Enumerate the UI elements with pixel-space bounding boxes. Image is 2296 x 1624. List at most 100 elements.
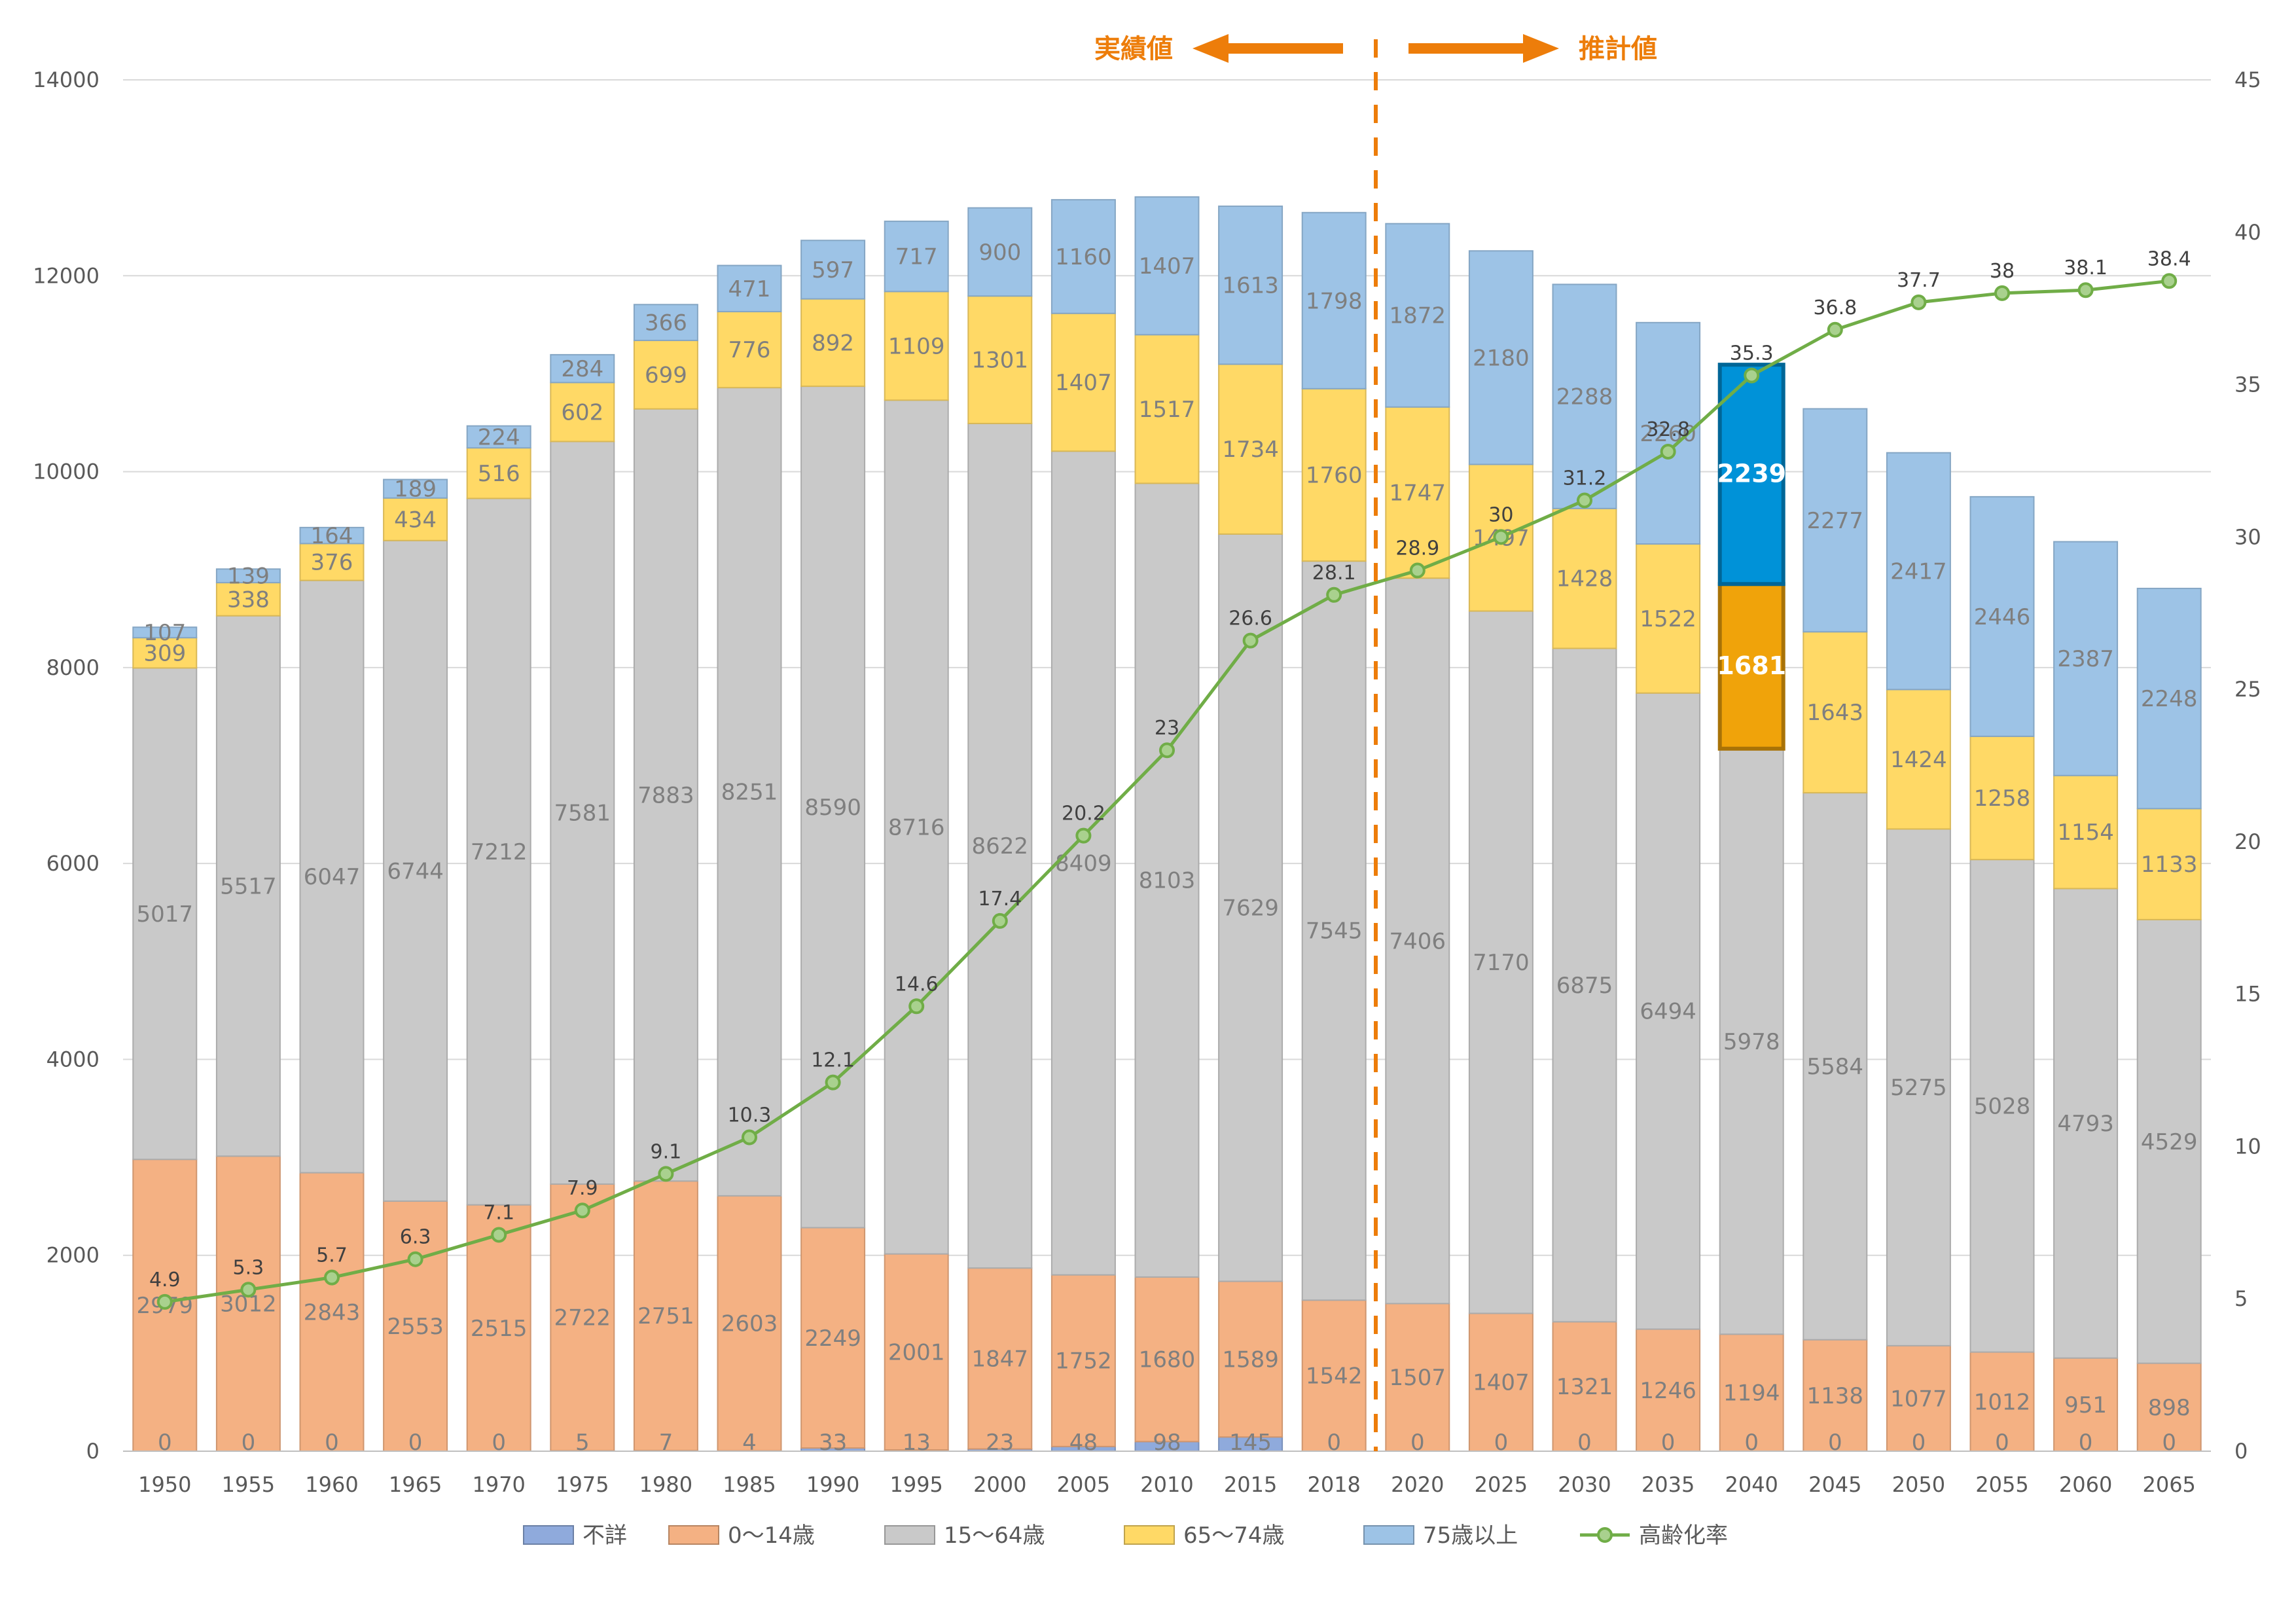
line-point bbox=[1744, 367, 1760, 384]
line-data-label: 30 bbox=[1488, 503, 1513, 526]
data-label: 2515 bbox=[471, 1316, 528, 1342]
bar-segment bbox=[132, 667, 198, 1161]
bar-segment bbox=[1134, 482, 1200, 1278]
bar-segment bbox=[1050, 199, 1116, 314]
x-tick-label: 2040 bbox=[1725, 1472, 1778, 1497]
data-label: 0 bbox=[158, 1430, 172, 1456]
data-label: 900 bbox=[978, 240, 1021, 266]
line-point bbox=[1493, 529, 1509, 545]
line-point bbox=[992, 912, 1008, 929]
data-label: 0 bbox=[1410, 1430, 1425, 1456]
line-data-label: 23 bbox=[1155, 717, 1179, 740]
bar-segment bbox=[299, 543, 365, 581]
bar-segment bbox=[466, 1204, 531, 1452]
data-label: 1424 bbox=[1890, 747, 1947, 773]
legend-label: 不詳 bbox=[583, 1523, 627, 1549]
bar-segment bbox=[550, 353, 615, 384]
bar-segment bbox=[633, 304, 698, 342]
legend-label: 0〜14歳 bbox=[728, 1523, 815, 1549]
bar-segment bbox=[717, 311, 782, 389]
data-label: 434 bbox=[394, 507, 437, 533]
data-label: 0 bbox=[2162, 1430, 2176, 1456]
line-point bbox=[240, 1282, 257, 1298]
data-label: 0 bbox=[1577, 1430, 1592, 1456]
data-label: 4529 bbox=[2141, 1129, 2198, 1155]
line-point bbox=[491, 1227, 507, 1243]
bar-segment bbox=[299, 526, 365, 545]
data-label: 8590 bbox=[804, 795, 861, 821]
data-label: 7170 bbox=[1473, 950, 1530, 976]
legend-line-marker bbox=[1597, 1527, 1613, 1543]
actual-values-label: 実績値 bbox=[1094, 34, 1173, 64]
data-label: 2001 bbox=[888, 1339, 945, 1365]
x-tick-label: 2035 bbox=[1641, 1472, 1695, 1497]
bar-segment bbox=[800, 240, 866, 300]
line-point bbox=[156, 1293, 173, 1310]
period-annotation: 実績値 推計値 bbox=[1094, 34, 1657, 1451]
line-data-label: 38.4 bbox=[2147, 247, 2191, 270]
bar-segment bbox=[1719, 1333, 1784, 1452]
line-data-label: 7.1 bbox=[483, 1201, 514, 1224]
data-label: 5275 bbox=[1890, 1075, 1947, 1101]
y-left-tick-label: 2000 bbox=[46, 1243, 99, 1268]
data-label: 107 bbox=[143, 620, 186, 646]
data-label: 1798 bbox=[1306, 288, 1363, 314]
data-label: 471 bbox=[728, 276, 771, 302]
data-label: 1613 bbox=[1222, 273, 1279, 299]
data-label: 1194 bbox=[1723, 1380, 1780, 1407]
bar-segment bbox=[1803, 792, 1868, 1341]
bar-segment bbox=[383, 1200, 448, 1452]
data-label: 597 bbox=[812, 257, 854, 283]
bar-segment bbox=[800, 1227, 866, 1449]
x-tick-label: 2020 bbox=[1391, 1472, 1444, 1497]
x-tick-label: 2010 bbox=[1140, 1472, 1193, 1497]
line-data-label: 4.9 bbox=[149, 1269, 181, 1291]
data-label: 1160 bbox=[1055, 244, 1112, 270]
bar-segment bbox=[2136, 918, 2202, 1364]
line-data-label: 28.1 bbox=[1312, 562, 1356, 585]
bar-segment bbox=[1969, 496, 2035, 737]
data-label: 1407 bbox=[1139, 253, 1196, 280]
data-label: 7406 bbox=[1390, 928, 1446, 954]
bar-segment bbox=[1468, 250, 1534, 465]
data-label: 1407 bbox=[1055, 370, 1112, 396]
y-right-tick-label: 45 bbox=[2234, 67, 2261, 92]
y-left-tick-label: 10000 bbox=[33, 460, 99, 484]
data-label: 1428 bbox=[1556, 566, 1613, 592]
data-label: 0 bbox=[325, 1430, 339, 1456]
y-right-tick-label: 10 bbox=[2234, 1134, 2261, 1159]
data-label: 366 bbox=[645, 310, 687, 336]
bar-segment bbox=[1803, 408, 1868, 633]
bar-segment bbox=[1552, 283, 1617, 509]
data-label: 376 bbox=[311, 550, 353, 576]
bar-segment bbox=[967, 1267, 1033, 1450]
y-left-tick-label: 0 bbox=[86, 1439, 99, 1464]
x-tick-label: 2045 bbox=[1808, 1472, 1861, 1497]
data-label: 5584 bbox=[1807, 1054, 1864, 1080]
data-label: 2553 bbox=[387, 1314, 444, 1340]
bar-segment bbox=[1969, 859, 2035, 1353]
line-point bbox=[1994, 285, 2010, 301]
data-label: 0 bbox=[242, 1430, 256, 1456]
bar-segment bbox=[633, 408, 698, 1182]
line-point bbox=[1326, 586, 1342, 603]
legend-label: 75歳以上 bbox=[1423, 1523, 1518, 1549]
legend-swatch bbox=[1363, 1525, 1414, 1545]
data-label: 0 bbox=[1327, 1430, 1341, 1456]
data-label: 2277 bbox=[1807, 508, 1864, 534]
data-label: 1589 bbox=[1222, 1346, 1279, 1373]
bar-segment bbox=[215, 1155, 281, 1453]
legend-swatch bbox=[523, 1525, 574, 1545]
bar-segment bbox=[884, 221, 949, 293]
data-label: 1681 bbox=[1717, 651, 1786, 680]
line-point bbox=[1910, 294, 1927, 310]
segment-labels: 0297950173091070301255173381390284360473… bbox=[137, 240, 2198, 1456]
data-label: 0 bbox=[1828, 1430, 1842, 1456]
y-left-tick-label: 14000 bbox=[33, 67, 99, 92]
y-right-tick-label: 25 bbox=[2234, 677, 2261, 702]
data-label: 224 bbox=[478, 424, 520, 450]
y-right-tick-label: 35 bbox=[2234, 372, 2261, 397]
bar-segment bbox=[884, 1253, 949, 1451]
bar-segment bbox=[1385, 223, 1450, 408]
